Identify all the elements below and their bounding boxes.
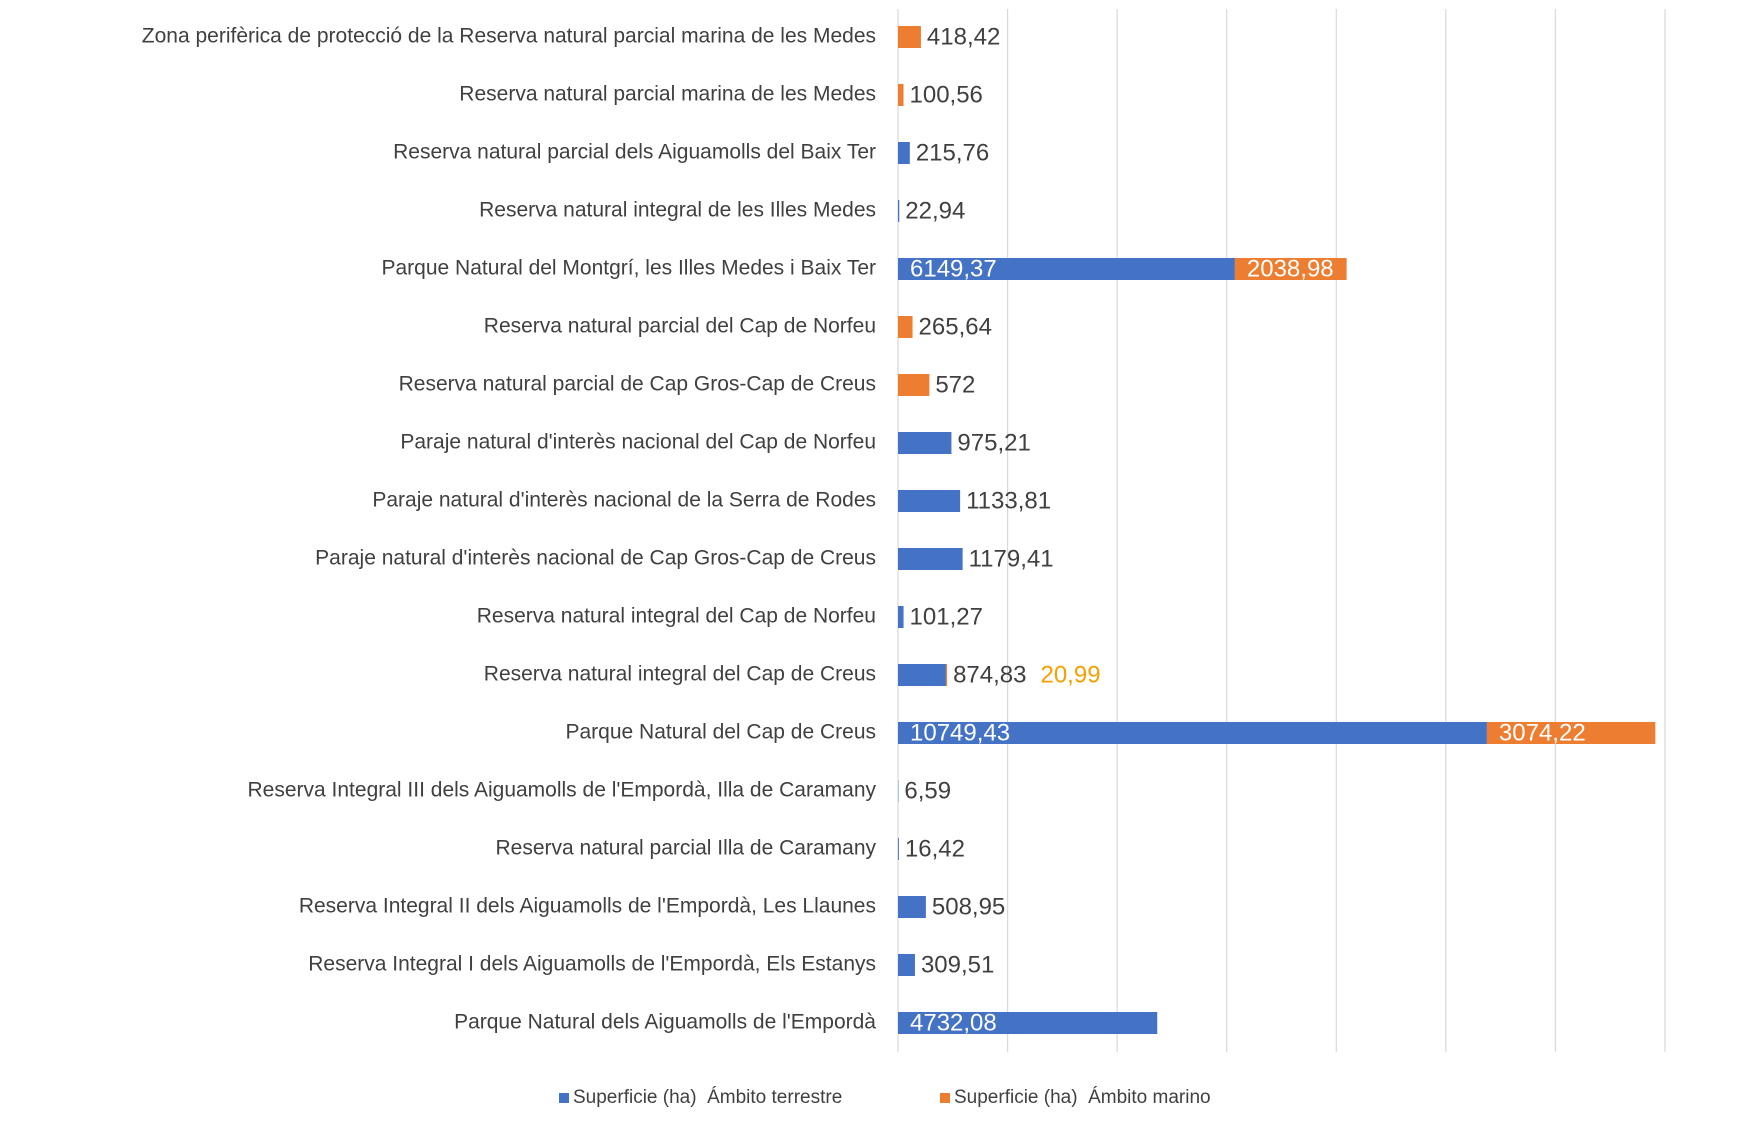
category-label: Reserva natural integral del Cap de Creu… bbox=[484, 663, 876, 686]
bar bbox=[898, 432, 952, 454]
bar bbox=[898, 26, 921, 48]
value-label: 20,99 bbox=[1040, 661, 1100, 688]
value-label: 418,42 bbox=[927, 23, 1000, 50]
legend-label: Superficie (ha) Ámbito marino bbox=[954, 1087, 1211, 1108]
value-label: 100,56 bbox=[910, 81, 983, 108]
category-label: Reserva natural parcial marina de les Me… bbox=[459, 83, 876, 106]
category-label: Zona perifèrica de protecció de la Reser… bbox=[142, 25, 876, 48]
value-label: 215,76 bbox=[916, 139, 989, 166]
legend-swatch bbox=[940, 1093, 950, 1103]
bar bbox=[898, 722, 1487, 744]
bar bbox=[898, 316, 913, 338]
bar bbox=[898, 664, 946, 686]
value-label: 4732,08 bbox=[910, 1009, 997, 1036]
category-label: Paraje natural d'interès nacional de la … bbox=[372, 489, 876, 512]
bar bbox=[898, 374, 930, 396]
bar bbox=[898, 200, 900, 222]
value-label: 508,95 bbox=[932, 893, 1005, 920]
bar bbox=[898, 142, 910, 164]
value-label: 2038,98 bbox=[1247, 255, 1334, 282]
category-label: Reserva natural parcial dels Aiguamolls … bbox=[393, 141, 876, 164]
bar bbox=[898, 606, 904, 628]
value-label: 975,21 bbox=[957, 429, 1030, 456]
category-label: Reserva Integral III dels Aiguamolls de … bbox=[248, 779, 877, 802]
category-label: Reserva natural integral del Cap de Norf… bbox=[477, 605, 876, 628]
value-label: 1133,81 bbox=[966, 487, 1051, 514]
value-label: 6,59 bbox=[904, 777, 951, 804]
value-label: 22,94 bbox=[905, 197, 965, 224]
bar bbox=[1486, 722, 1656, 744]
category-label: Paraje natural d'interès nacional del Ca… bbox=[400, 431, 876, 454]
bar bbox=[898, 258, 1235, 280]
category-label: Parque Natural del Montgrí, les Illes Me… bbox=[381, 257, 876, 280]
category-label: Reserva Integral I dels Aiguamolls de l'… bbox=[308, 953, 876, 976]
category-label: Reserva natural parcial Illa de Caramany bbox=[495, 837, 876, 860]
value-label: 265,64 bbox=[919, 313, 992, 340]
value-label: 6149,37 bbox=[910, 255, 997, 282]
category-label: Reserva natural parcial del Cap de Norfe… bbox=[484, 315, 876, 338]
value-label: 16,42 bbox=[905, 835, 965, 862]
legend-label: Superficie (ha) Ámbito terrestre bbox=[573, 1087, 842, 1108]
value-label: 10749,43 bbox=[910, 719, 1010, 746]
bar bbox=[898, 490, 961, 512]
value-label: 572 bbox=[935, 371, 975, 398]
value-label: 101,27 bbox=[910, 603, 983, 630]
bar bbox=[898, 896, 926, 918]
value-label: 3074,22 bbox=[1499, 719, 1586, 746]
category-label: Parque Natural del Cap de Creus bbox=[565, 721, 876, 744]
bar bbox=[898, 84, 904, 106]
value-label: 1179,41 bbox=[969, 545, 1054, 572]
bar bbox=[898, 838, 899, 860]
category-label: Reserva Integral II dels Aiguamolls de l… bbox=[299, 895, 876, 918]
bar bbox=[898, 548, 963, 570]
value-label: 874,83 bbox=[953, 661, 1026, 688]
category-label: Parque Natural dels Aiguamolls de l'Empo… bbox=[454, 1011, 876, 1034]
bar bbox=[1234, 258, 1347, 280]
legend-swatch bbox=[559, 1093, 569, 1103]
bar bbox=[898, 954, 915, 976]
bar bbox=[898, 1012, 1158, 1034]
category-label: Paraje natural d'interès nacional de Cap… bbox=[315, 547, 876, 570]
category-label: Reserva natural integral de les Illes Me… bbox=[479, 199, 876, 222]
value-label: 309,51 bbox=[921, 951, 994, 978]
bar bbox=[945, 664, 948, 686]
category-label: Reserva natural parcial de Cap Gros-Cap … bbox=[399, 373, 876, 396]
